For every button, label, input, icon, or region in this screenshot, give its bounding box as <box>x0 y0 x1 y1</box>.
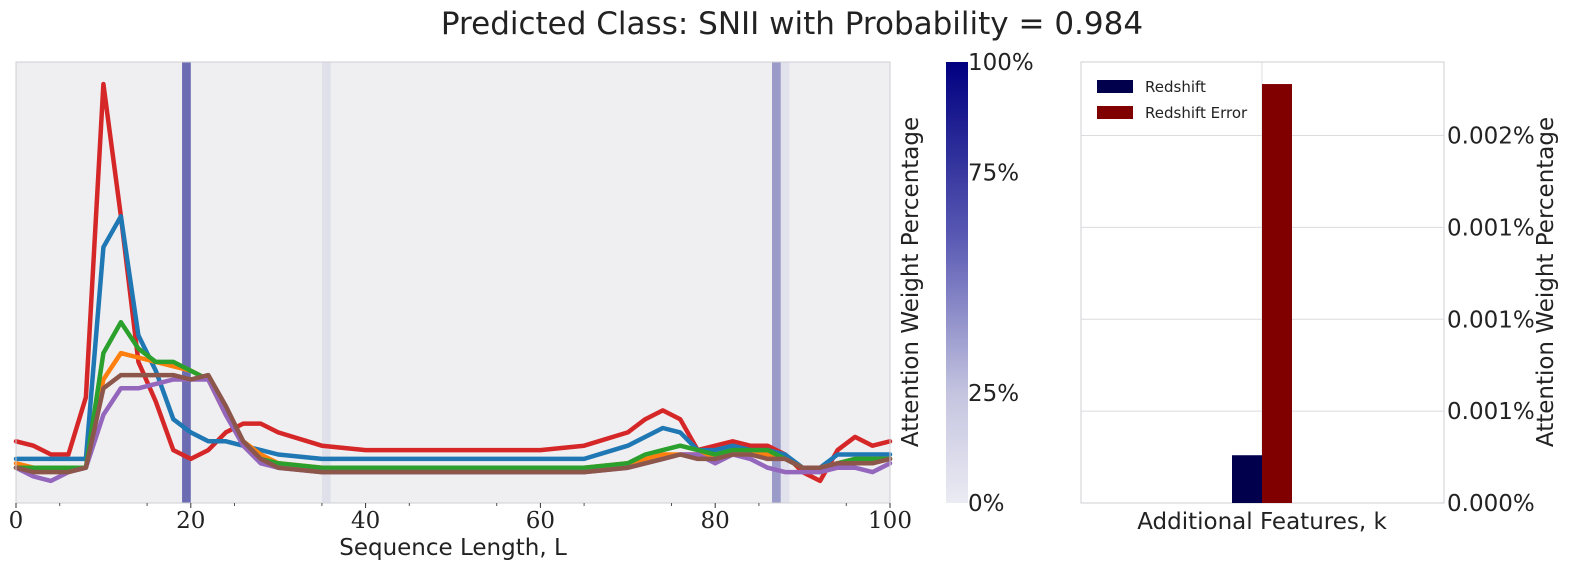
bars <box>1232 84 1292 504</box>
colorbar-label: Attention Weight Percentage <box>898 117 924 447</box>
plot-frame <box>15 61 891 504</box>
bar-y-ticks: 0.000% 0.001% 0.001% 0.001% 0.002% <box>1447 124 1535 518</box>
lightcurve-line <box>13 372 893 475</box>
x-tick-label: 0 <box>9 508 24 534</box>
bar-x-axis-label: Additional Features, k <box>1137 509 1387 535</box>
colorbar-tick-label: 25% <box>968 381 1019 407</box>
x-tick-label: 60 <box>526 508 555 534</box>
additional-features-panel: 0.000% 0.001% 0.001% 0.001% 0.002% Attention… <box>1080 61 1559 535</box>
attention-column <box>772 62 781 503</box>
colorbar-gradient <box>946 62 968 503</box>
chart-title: Predicted Class: SNII with Probability =… <box>440 6 1144 42</box>
x-tick-label: 20 <box>176 508 205 534</box>
bar-y-tick-label: 0.001% <box>1447 215 1535 241</box>
bar-y-tick-label: 0.001% <box>1447 307 1535 333</box>
x-axis-ticks: 0 20 40 60 80 100 <box>9 503 912 534</box>
bar-y-axis-label: Attention Weight Percentage <box>1533 117 1559 447</box>
legend-label: Redshift <box>1145 78 1206 96</box>
colorbar-tick-label: 100% <box>968 50 1034 76</box>
lightcurve-line <box>13 214 893 470</box>
x-tick-label: 100 <box>868 508 912 534</box>
plot-background <box>16 62 890 503</box>
legend-swatch <box>1097 106 1133 119</box>
legend: Redshift Redshift Error <box>1089 70 1261 128</box>
colorbar: 0% 25% 75% 100% Attention Weight Percentage <box>898 50 1034 517</box>
lightcurve-lines <box>13 81 893 484</box>
x-tick-label: 80 <box>701 508 730 534</box>
bar-y-tick-label: 0.000% <box>1447 491 1535 517</box>
bar-y-tick-label: 0.001% <box>1447 399 1535 425</box>
legend-swatch <box>1097 80 1133 93</box>
colorbar-ticks: 0% 25% 75% 100% <box>968 50 1034 517</box>
x-axis-label: Sequence Length, L <box>339 535 567 561</box>
x-tick-label: 40 <box>351 508 380 534</box>
bar <box>1232 455 1262 503</box>
attention-column <box>780 62 790 503</box>
legend-label: Redshift Error <box>1145 104 1248 122</box>
colorbar-tick-label: 0% <box>968 491 1005 517</box>
attention-column <box>321 62 331 503</box>
attention-columns <box>182 62 790 503</box>
lightcurve-panel: 0 20 40 60 80 100 Sequence Length, L <box>9 61 912 561</box>
colorbar-tick-label: 75% <box>968 160 1019 186</box>
bar-y-tick-label: 0.002% <box>1447 124 1535 150</box>
attention-column <box>182 62 191 503</box>
bar <box>1262 84 1292 504</box>
